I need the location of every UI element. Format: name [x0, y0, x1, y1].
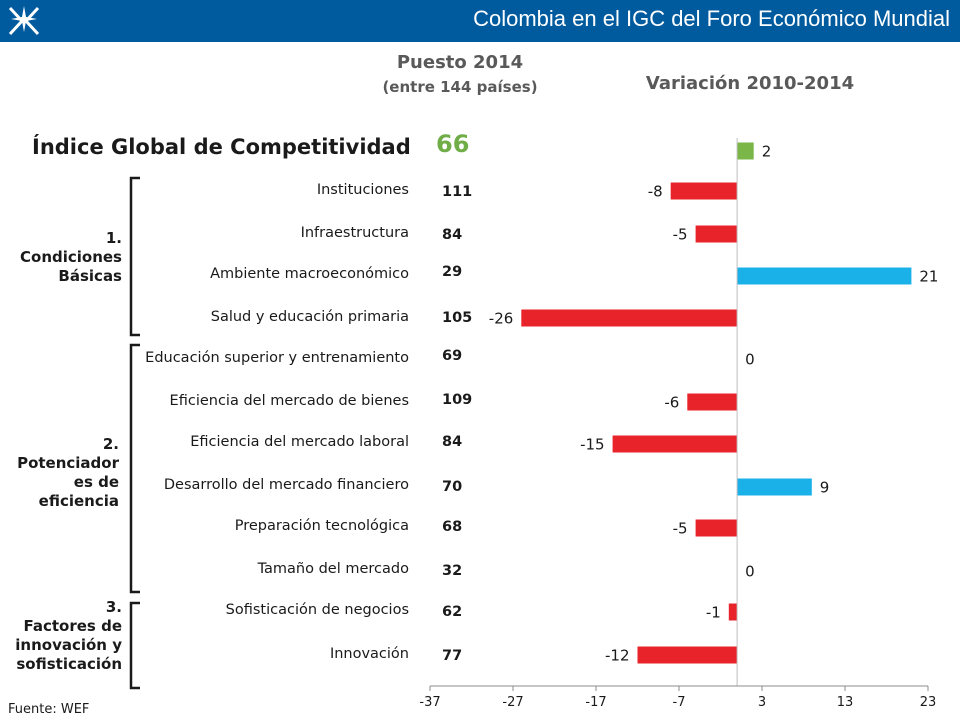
bar-value-label: -8	[648, 183, 663, 201]
pillar-rank: 111	[442, 184, 473, 200]
group-label-line: Potenciador	[17, 454, 119, 472]
x-axis-tick-label: 23	[920, 695, 937, 710]
bar	[695, 225, 738, 243]
bar-value-label: -12	[605, 647, 630, 665]
rank-heading: Puesto 2014	[396, 52, 524, 73]
group-label-line: es de	[73, 473, 119, 491]
bar	[737, 267, 912, 285]
pillar-label: Eficiencia del mercado de bienes	[169, 393, 409, 409]
bar	[612, 435, 738, 453]
pillar-rank: 109	[442, 392, 473, 408]
x-axis-tick-label: -27	[502, 695, 523, 710]
page-title: Colombia en el IGC del Foro Económico Mu…	[473, 6, 950, 31]
group-number: 3.	[105, 598, 122, 616]
bar-value-label: 9	[820, 479, 830, 497]
group-label-line: Factores de	[23, 617, 123, 635]
pillar-label: Desarrollo del mercado financiero	[163, 477, 409, 493]
bar-value-label: -6	[664, 394, 679, 412]
bar-value-label: 0	[745, 563, 755, 581]
pillar-label: Salud y educación primaria	[210, 309, 409, 325]
pillar-rank: 32	[442, 563, 463, 579]
pillar-rank: 84	[442, 434, 463, 450]
pillar-rank: 29	[442, 264, 463, 280]
x-axis-tick-label: -37	[419, 695, 440, 710]
pillar-rank: 84	[442, 227, 463, 243]
pillar-label: Instituciones	[316, 182, 409, 198]
group-label-line: eficiencia	[38, 492, 119, 510]
group-bracket	[129, 601, 140, 690]
bar	[670, 182, 738, 200]
x-axis-tick-label: 13	[837, 695, 854, 710]
pillar-label: Eficiencia del mercado laboral	[190, 434, 409, 450]
pillar-rank: 68	[442, 519, 463, 535]
group-bracket	[129, 343, 140, 594]
bar	[637, 646, 738, 664]
pillar-label: Tamaño del mercado	[257, 561, 409, 577]
pillar-rank: 69	[442, 348, 463, 364]
bar-value-label: -5	[673, 520, 688, 538]
group-number: 1.	[105, 229, 122, 247]
pillar-label: Innovación	[329, 646, 409, 662]
index-rank: 66	[436, 130, 470, 158]
group-basic-conditions: 1. Condiciones Básicas	[20, 229, 122, 286]
pillar-label: Ambiente macroeconómico	[210, 266, 409, 282]
bar	[521, 309, 738, 327]
bar-value-label: -5	[673, 226, 688, 244]
bar-value-label: 0	[745, 351, 755, 369]
bar	[695, 519, 738, 537]
variation-heading: Variación 2010-2014	[645, 73, 855, 94]
group-label-line: Básicas	[58, 267, 122, 285]
bar	[737, 478, 812, 496]
pillar-rank: 77	[442, 648, 463, 664]
index-label: Índice Global de Competitividad	[32, 135, 411, 159]
pillar-label: Sofisticación de negocios	[225, 602, 409, 618]
bar-value-label: -15	[580, 436, 605, 454]
bar-value-label: -26	[489, 310, 514, 328]
bar	[737, 142, 754, 160]
pillar-label: Educación superior y entrenamiento	[145, 350, 409, 366]
pillar-label: Infraestructura	[300, 225, 409, 241]
pillar-rank: 70	[442, 479, 463, 495]
pillar-rank: 105	[442, 310, 473, 326]
bar	[728, 603, 738, 621]
group-number: 2.	[102, 435, 119, 453]
logo-icon	[8, 6, 40, 36]
pillar-label: Preparación tecnológica	[234, 518, 409, 534]
x-axis-tick-label: -17	[585, 695, 606, 710]
bar-value-label: 21	[919, 268, 938, 286]
group-label-line: innovación y	[15, 636, 122, 654]
title-bar: Colombia en el IGC del Foro Económico Mu…	[0, 0, 960, 42]
group-innovation-factors: 3. Factores de innovación y sofisticació…	[15, 598, 122, 674]
x-axis-tick-label: 3	[758, 695, 766, 710]
rank-subheading: (entre 144 países)	[382, 78, 538, 96]
x-axis-tick-label: -7	[673, 695, 686, 710]
group-bracket	[129, 176, 140, 337]
group-efficiency-enhancers: 2. Potenciador es de eficiencia	[17, 435, 119, 511]
group-label-line: sofisticación	[16, 655, 122, 673]
bar	[687, 393, 738, 411]
bar-value-label: 2	[762, 143, 772, 161]
bar-value-label: -1	[706, 604, 721, 622]
group-label-line: Condiciones	[20, 248, 122, 266]
pillar-rank: 62	[442, 604, 463, 620]
source-note: Fuente: WEF	[8, 702, 90, 717]
